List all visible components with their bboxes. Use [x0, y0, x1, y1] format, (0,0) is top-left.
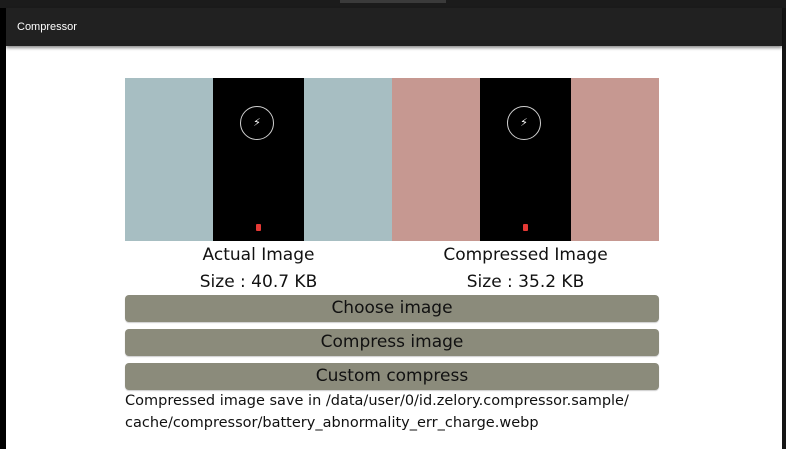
- lightning-bolt-icon: ⚡︎: [253, 116, 261, 129]
- result-message: Compressed image save in /data/user/0/id…: [125, 390, 685, 434]
- lightning-bolt-icon: ⚡︎: [520, 116, 528, 129]
- phone-screenshot: ⚡︎: [480, 78, 571, 241]
- result-path-line-2: cache/compressor/battery_abnormality_err…: [125, 415, 539, 431]
- custom-compress-button[interactable]: Custom compress: [125, 363, 659, 390]
- phone-screenshot: ⚡︎: [213, 78, 304, 241]
- app-window: Compressor ⚡︎ ⚡︎ Actual Image Size : 40.…: [6, 8, 782, 449]
- result-path-line-1: Compressed image save in /data/user/0/id…: [125, 393, 629, 409]
- compressed-image-label: Compressed Image: [443, 245, 608, 265]
- charge-ring: ⚡︎: [240, 106, 274, 140]
- app-title: Compressor: [17, 21, 77, 33]
- top-edge: [0, 0, 786, 8]
- battery-low-icon: [256, 224, 261, 231]
- actual-image-size: Size : 40.7 KB: [199, 272, 318, 292]
- compress-image-button[interactable]: Compress image: [125, 329, 659, 356]
- compressed-image-size: Size : 35.2 KB: [466, 272, 585, 292]
- top-notch: [340, 0, 446, 3]
- app-bar: Compressor: [6, 8, 782, 46]
- window-frame: [782, 8, 786, 449]
- battery-low-icon: [523, 224, 528, 231]
- actual-image-preview: ⚡︎: [125, 78, 392, 241]
- choose-image-button[interactable]: Choose image: [125, 295, 659, 322]
- compressed-image-preview: ⚡︎: [392, 78, 659, 241]
- charge-ring: ⚡︎: [507, 106, 541, 140]
- actual-image-label: Actual Image: [202, 245, 315, 265]
